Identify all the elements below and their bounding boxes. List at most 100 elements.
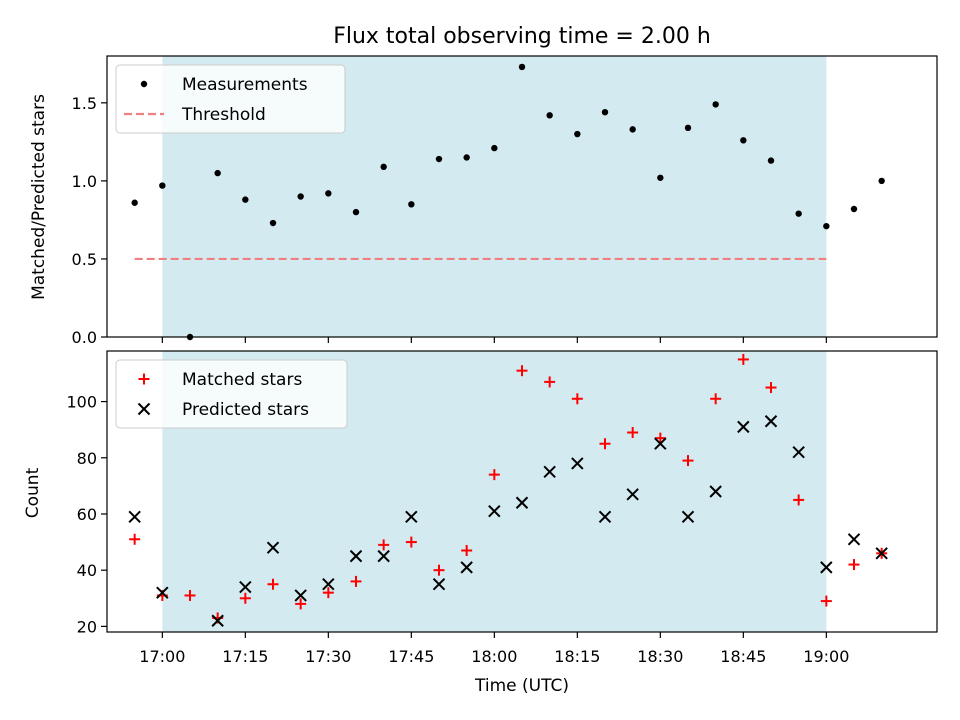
x-tick-label: 19:00 — [803, 647, 849, 666]
measurement-point — [325, 190, 332, 197]
x-tick-label: 17:45 — [388, 647, 434, 666]
legend: Measurements Threshold — [115, 64, 346, 134]
measurement-point — [214, 169, 221, 177]
top-y-axis-label: Matched/Predicted stars — [29, 94, 49, 300]
y-tick-label: 1.0 — [72, 172, 97, 191]
measurement-point — [159, 182, 166, 189]
bottom-y-axis-label: Count — [23, 467, 43, 518]
legend-dot-icon — [140, 80, 148, 88]
predicted-star-point — [709, 485, 722, 498]
y-tick-label: 1.5 — [72, 94, 97, 113]
predicted-star-point — [294, 589, 307, 602]
measurement-point — [629, 126, 636, 133]
matched-star-point — [129, 533, 141, 545]
measurement-point — [491, 144, 498, 152]
matched-star-point — [267, 578, 279, 590]
matched-star-point — [654, 432, 666, 444]
matched-star-point — [516, 365, 528, 377]
series-measurements — [131, 63, 885, 341]
predicted-star-point — [598, 510, 612, 523]
bottom-axes: 20 40 60 80 100 17:00 17:15 17:30 17:45 18:00 18:1… — [66, 350, 938, 666]
x-tick-label: 18:30 — [637, 647, 683, 666]
predicted-star-point — [543, 465, 556, 479]
predicted-star-point — [266, 541, 280, 554]
matched-star-point — [184, 589, 196, 601]
predicted-star-point — [626, 488, 639, 501]
measurement-point — [380, 163, 387, 171]
measurement-point — [297, 193, 304, 200]
matched-star-point — [544, 376, 556, 388]
matched-star-point — [378, 539, 390, 551]
legend-label: Predicted stars — [182, 400, 309, 420]
measurement-point — [269, 219, 277, 227]
matched-star-point — [405, 536, 417, 548]
x-tick-label: 18:45 — [720, 647, 766, 666]
predicted-star-point — [654, 437, 667, 450]
predicted-star-point — [322, 578, 335, 591]
predicted-star-point — [820, 561, 833, 574]
x-tick-label: 17:15 — [222, 647, 268, 666]
measurement-point — [740, 137, 747, 144]
predicted-star-point — [349, 549, 363, 563]
y-tick-label: 0.0 — [72, 328, 97, 347]
matched-star-point — [322, 587, 334, 599]
matched-star-point — [488, 469, 500, 481]
matched-star-point — [848, 559, 860, 571]
predicted-star-point — [792, 445, 805, 459]
measurement-point — [850, 205, 858, 213]
x-tick-label: 17:30 — [305, 647, 351, 666]
predicted-star-point — [515, 496, 529, 509]
predicted-star-point — [764, 415, 778, 428]
measurement-point — [546, 112, 553, 119]
predicted-star-point — [488, 504, 501, 518]
x-tick-label: 18:00 — [471, 647, 517, 666]
measurement-point — [131, 199, 138, 206]
legend-plus-icon — [138, 373, 150, 385]
measurement-point — [712, 101, 719, 108]
predicted-star-point — [405, 510, 418, 523]
predicted-star-point — [377, 549, 390, 563]
chart-title: Flux total observing time = 2.00 h — [333, 24, 711, 49]
series-predicted-stars — [128, 415, 888, 627]
legend-label: Threshold — [181, 105, 266, 125]
legend: Matched stars Predicted stars — [115, 359, 348, 429]
legend-box — [115, 64, 346, 134]
predicted-star-point — [847, 533, 861, 546]
axes-frame — [106, 55, 938, 338]
matched-star-point — [820, 595, 832, 607]
y-tick-label: 40 — [77, 561, 97, 580]
matched-star-point — [627, 426, 639, 438]
matched-star-point — [295, 598, 307, 610]
measurement-point — [463, 154, 470, 161]
y-tick-label: 0.5 — [72, 250, 97, 269]
x-axis-label: Time (UTC) — [474, 676, 569, 696]
legend-box — [115, 359, 348, 429]
top-axes: 0.0 0.5 1.0 1.5 Measurements Threshold — [72, 55, 938, 347]
matched-star-point — [350, 575, 362, 587]
measurement-point — [657, 174, 664, 181]
matched-star-point — [571, 393, 583, 405]
matched-star-point — [710, 393, 722, 405]
measurement-point — [408, 201, 415, 208]
matched-star-point — [793, 494, 805, 506]
y-tick-label: 20 — [77, 617, 97, 636]
matched-star-point — [765, 382, 777, 394]
y-tick-label: 60 — [77, 505, 97, 524]
matched-star-point — [433, 564, 445, 576]
measurement-point — [601, 109, 609, 116]
predicted-star-point — [128, 510, 141, 523]
predicted-star-point — [211, 614, 224, 627]
measurement-point — [767, 157, 775, 164]
y-tick-label: 100 — [66, 393, 97, 412]
predicted-star-point — [156, 586, 169, 599]
measurement-point — [574, 130, 581, 138]
predicted-star-point — [460, 561, 473, 574]
legend-label: Measurements — [182, 75, 308, 95]
predicted-star-point — [571, 457, 584, 470]
x-tick-label: 18:15 — [554, 647, 600, 666]
measurement-point — [242, 196, 249, 203]
predicted-star-point — [737, 420, 750, 434]
predicted-star-point — [875, 547, 888, 560]
legend-x-icon — [137, 402, 151, 416]
